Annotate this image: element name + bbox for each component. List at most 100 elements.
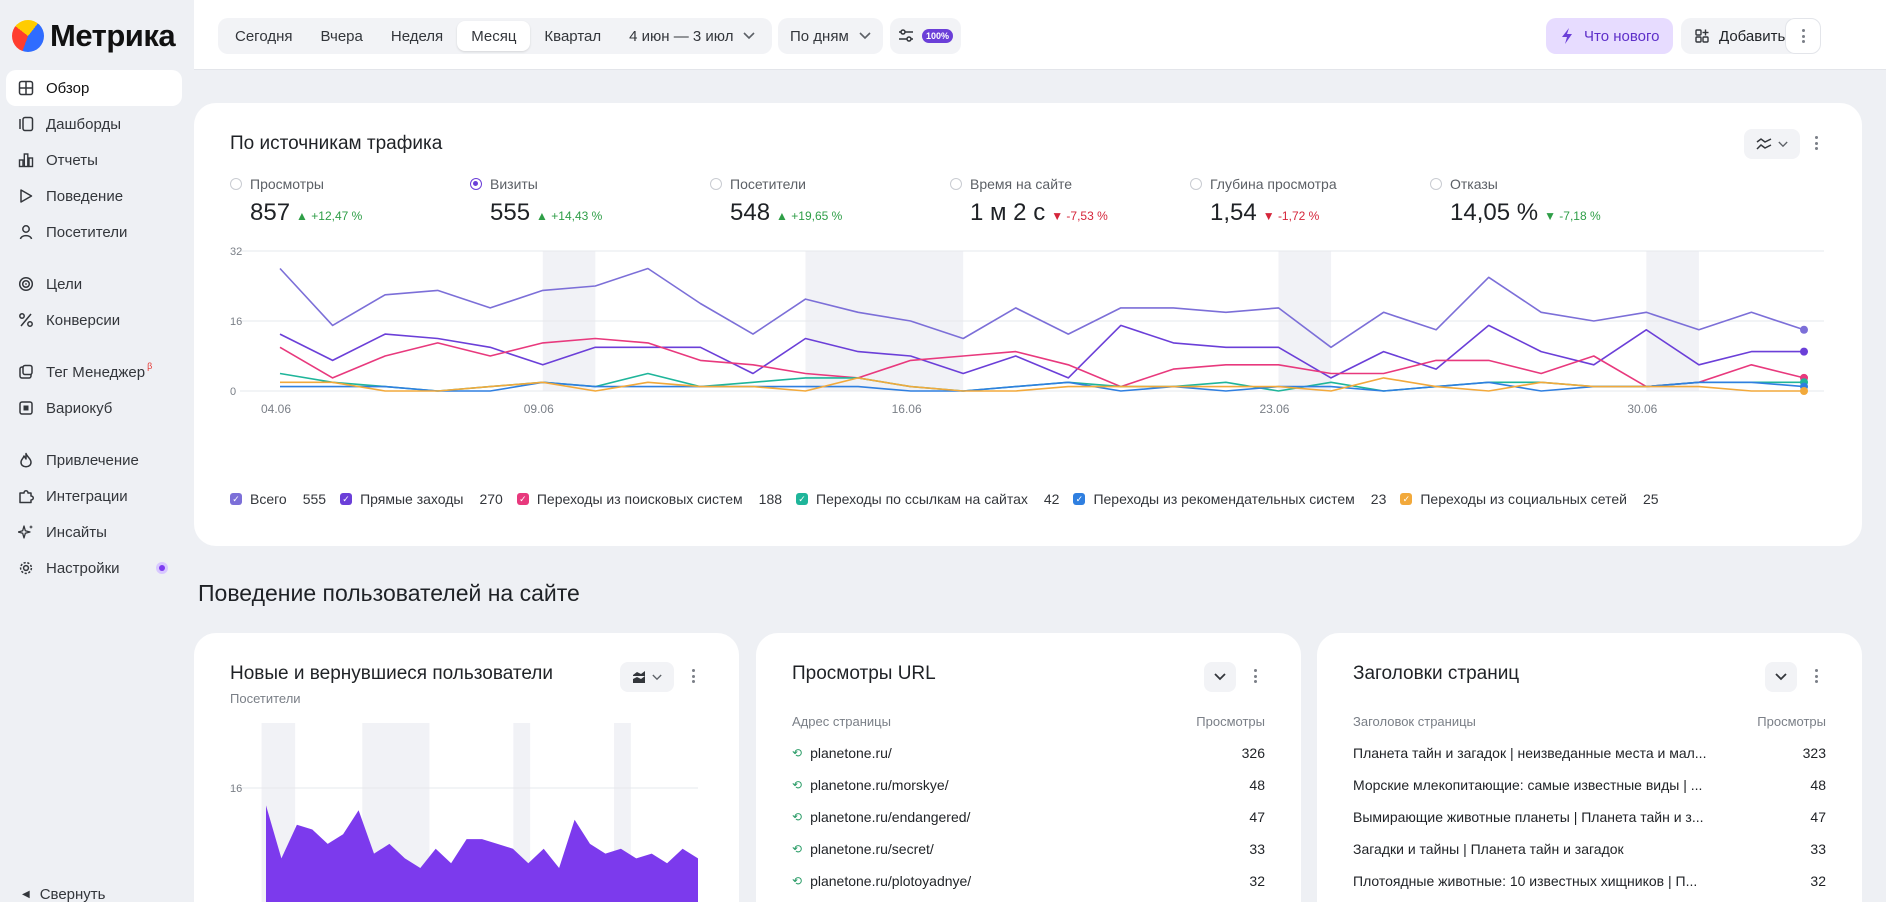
sidebar-item-label: Настройки xyxy=(46,559,120,577)
sidebar-item-reports[interactable]: Отчеты xyxy=(6,142,182,178)
metric-radio-selected[interactable] xyxy=(470,178,482,190)
expand-button[interactable] xyxy=(1765,662,1797,692)
chart-type-select[interactable] xyxy=(620,662,674,692)
table-row[interactable]: Морские млекопитающие: самые известные в… xyxy=(1353,777,1702,793)
delta-text: +12,47 % xyxy=(311,209,363,223)
table-row[interactable]: ⟲ planetone.ru/morskye/ xyxy=(792,777,949,793)
link-icon: ⟲ xyxy=(792,874,803,888)
checkbox-checked-icon[interactable]: ✓ xyxy=(1073,493,1086,505)
period-quarter[interactable]: Квартал xyxy=(544,27,602,45)
grouping-select[interactable]: По дням xyxy=(778,18,883,54)
legend-item-direct[interactable]: ✓ Прямые заходы 270 xyxy=(340,491,503,507)
delta-text: -7,53 % xyxy=(1066,209,1108,223)
metric-radio[interactable] xyxy=(950,178,962,190)
metric-label: Визиты xyxy=(490,176,538,192)
sidebar-item-label: Цели xyxy=(46,275,83,293)
metric-label: Время на сайте xyxy=(970,176,1073,192)
sidebar-item-variocube[interactable]: Вариокуб xyxy=(6,390,182,426)
legend-label: Прямые заходы xyxy=(360,491,464,507)
table-row[interactable]: Плотоядные животные: 10 известных хищник… xyxy=(1353,873,1697,889)
metric-visits[interactable]: Визиты 555 ▲ +14,43 % xyxy=(470,175,710,227)
table-row[interactable]: ⟲ planetone.ru/ xyxy=(792,745,892,761)
sidebar-item-dashboards[interactable]: Дашборды xyxy=(6,106,182,142)
legend-item-total[interactable]: ✓ Всего 555 xyxy=(230,491,326,507)
add-widget-icon xyxy=(1695,29,1709,43)
top-toolbar: Сегодня Вчера Неделя Месяц Квартал 4 июн… xyxy=(194,0,1886,70)
checkbox-checked-icon[interactable]: ✓ xyxy=(796,493,809,505)
legend-item-links[interactable]: ✓ Переходы по ссылкам на сайтах 42 xyxy=(796,491,1059,507)
chevron-down-icon xyxy=(859,32,871,40)
legend-item-recommendations[interactable]: ✓ Переходы из рекомендательных систем 23 xyxy=(1073,491,1386,507)
legend-item-social[interactable]: ✓ Переходы из социальных сетей 25 xyxy=(1400,491,1659,507)
metric-bounce[interactable]: Отказы 14,05 % ▼ -7,18 % xyxy=(1430,175,1670,227)
sampling-button[interactable]: 100% xyxy=(890,18,962,54)
checkbox-checked-icon[interactable]: ✓ xyxy=(1400,493,1413,505)
table-row[interactable]: ⟲ planetone.ru/plotoyadnye/ xyxy=(792,873,971,889)
chevron-down-icon xyxy=(1775,673,1787,681)
puzzle-icon xyxy=(19,490,34,504)
sidebar-item-settings[interactable]: Настройки xyxy=(6,550,182,586)
sidebar-item-integrations[interactable]: Интеграции xyxy=(6,478,182,514)
sidebar-item-behavior[interactable]: Поведение xyxy=(6,178,182,214)
period-week[interactable]: Неделя xyxy=(390,27,444,45)
table-row[interactable]: ⟲ planetone.ru/endangered/ xyxy=(792,809,970,825)
x-tick-label: 09.06 xyxy=(524,402,554,416)
expand-button[interactable] xyxy=(1204,662,1236,692)
legend-label: Переходы из рекомендательных систем xyxy=(1093,491,1355,507)
metric-visitors[interactable]: Посетители 548 ▲ +19,65 % xyxy=(710,175,950,227)
checkbox-checked-icon[interactable]: ✓ xyxy=(340,493,353,505)
sidebar-item-conversions[interactable]: Конверсии xyxy=(6,302,182,338)
period-month[interactable]: Месяц xyxy=(457,21,531,51)
table-row[interactable]: Вымирающие животные планеты | Планета та… xyxy=(1353,809,1704,825)
legend-label: Переходы из поисковых систем xyxy=(536,491,743,507)
metric-radio[interactable] xyxy=(710,178,722,190)
app-logo[interactable]: Метрика xyxy=(12,18,176,54)
row-value: 47 xyxy=(1249,809,1265,825)
row-value: 32 xyxy=(1810,873,1826,889)
column-header-address: Адрес страницы xyxy=(792,714,891,729)
metric-time-on-site[interactable]: Время на сайте 1 м 2 с ▼ -7,53 % xyxy=(950,175,1190,227)
sidebar-item-label: Обзор xyxy=(46,79,90,97)
more-menu-button[interactable] xyxy=(1785,18,1821,54)
period-today[interactable]: Сегодня xyxy=(235,27,293,45)
sidebar-item-goals[interactable]: Цели xyxy=(6,266,182,302)
card-title: Просмотры URL xyxy=(792,663,936,684)
date-range-picker[interactable]: 4 июн — 3 июл xyxy=(615,21,769,51)
sidebar-item-label: Вариокуб xyxy=(46,399,113,417)
metric-views[interactable]: Просмотры 857 ▲ +12,47 % xyxy=(230,175,470,227)
add-button[interactable]: Добавить xyxy=(1681,18,1800,54)
collapse-sidebar-button[interactable]: ◀ Свернуть xyxy=(22,886,106,902)
sidebar-item-overview[interactable]: Обзор xyxy=(6,70,182,106)
area-series xyxy=(266,805,698,902)
sidebar-item-tag-manager[interactable]: Тег Менеджер β xyxy=(6,354,182,390)
target-icon xyxy=(18,276,34,292)
table-row[interactable]: Планета тайн и загадок | неизведанные ме… xyxy=(1353,745,1706,761)
card-menu-button[interactable] xyxy=(1808,133,1824,153)
table-row[interactable]: ⟲ planetone.ru/secret/ xyxy=(792,841,934,857)
card-menu-button[interactable] xyxy=(1247,666,1263,686)
card-menu-button[interactable] xyxy=(685,666,701,686)
legend-label: Переходы по ссылкам на сайтах xyxy=(816,491,1028,507)
stacked-area-icon xyxy=(633,671,645,683)
whats-new-button[interactable]: Что нового xyxy=(1546,18,1674,54)
sidebar-item-acquisition[interactable]: Привлечение xyxy=(6,442,182,478)
add-label: Добавить xyxy=(1719,27,1786,45)
checkbox-checked-icon[interactable]: ✓ xyxy=(516,493,529,505)
metric-radio[interactable] xyxy=(1190,178,1202,190)
metric-radio[interactable] xyxy=(230,178,242,190)
metric-depth[interactable]: Глубина просмотра 1,54 ▼ -1,72 % xyxy=(1190,175,1430,227)
column-header-views: Просмотры xyxy=(1196,714,1265,729)
period-yesterday[interactable]: Вчера xyxy=(320,27,363,45)
sidebar-item-visitors[interactable]: Посетители xyxy=(6,214,182,250)
metric-label: Отказы xyxy=(1450,176,1498,192)
collapse-label: Свернуть xyxy=(39,886,106,902)
chart-type-select[interactable] xyxy=(1744,129,1800,159)
legend-item-search[interactable]: ✓ Переходы из поисковых систем 188 xyxy=(516,491,782,507)
x-tick-label: 30.06 xyxy=(1627,402,1657,416)
checkbox-checked-icon[interactable]: ✓ xyxy=(230,493,242,505)
card-menu-button[interactable] xyxy=(1808,666,1824,686)
sidebar-item-insights[interactable]: Инсайты xyxy=(6,514,182,550)
table-row[interactable]: Загадки и тайны | Планета тайн и загадок xyxy=(1353,841,1624,857)
metric-radio[interactable] xyxy=(1430,178,1442,190)
row-value: 32 xyxy=(1249,873,1265,889)
